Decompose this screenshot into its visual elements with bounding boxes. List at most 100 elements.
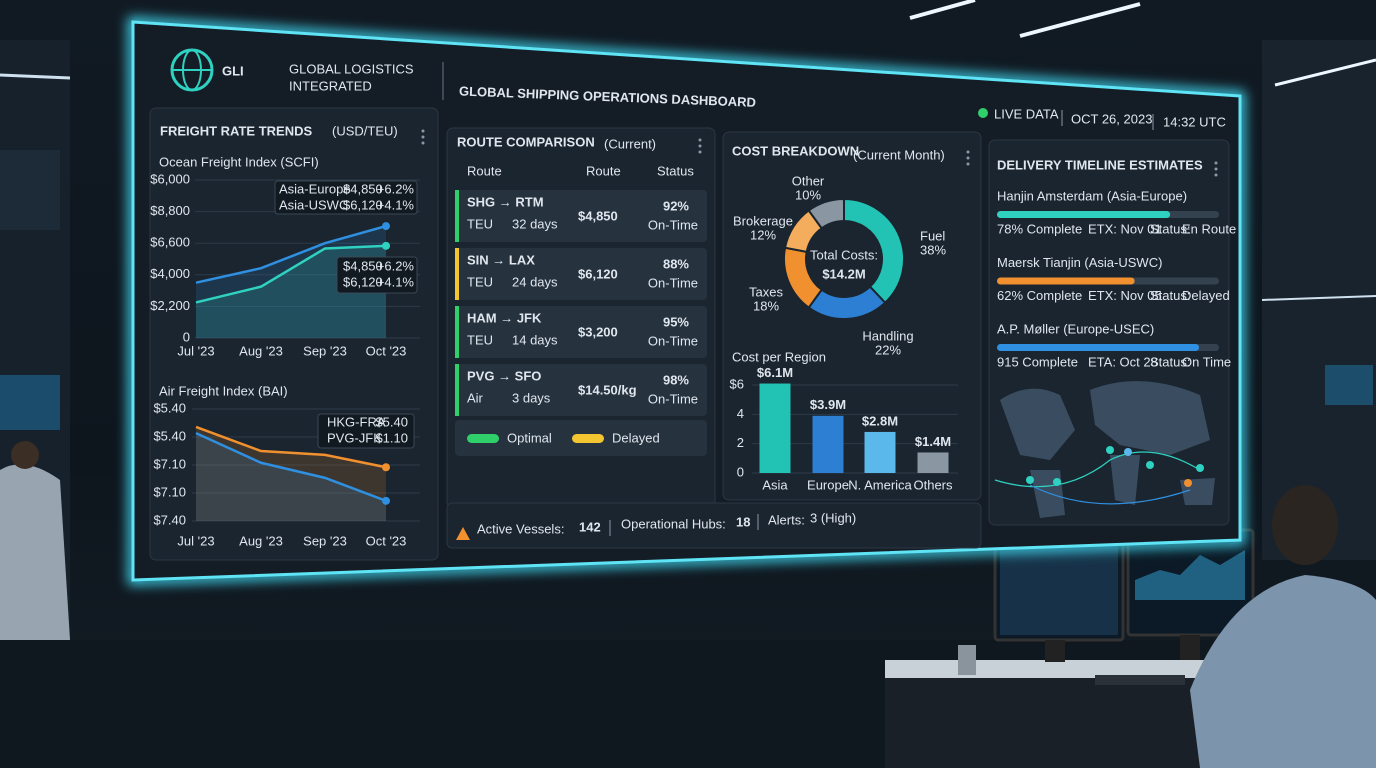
donut-label: Handling: [862, 328, 913, 343]
callout-price: $5.40: [375, 414, 408, 429]
chart-title: Ocean Freight Index (SCFI): [159, 154, 319, 169]
x-tick-label: Europe: [807, 477, 849, 492]
series-marker: [382, 222, 390, 231]
header-time: 14:32 UTC: [1163, 114, 1226, 129]
bar: [864, 431, 896, 473]
footer-label: Active Vessels:: [477, 521, 564, 536]
panel-title: ROUTE COMPARISON: [457, 134, 595, 149]
panel-subtitle: (Current Month): [853, 147, 945, 162]
column-header: Route: [586, 163, 621, 178]
series-marker: [382, 241, 390, 250]
series-line: [195, 224, 387, 284]
series-area: [196, 426, 386, 521]
shipment-name: Hanjin Amsterdam (Asia-Europe): [997, 188, 1187, 203]
callout-price: $6,120: [343, 274, 383, 289]
route-mode: TEU: [467, 274, 493, 289]
route-mode: TEU: [467, 332, 493, 347]
live-indicator: [978, 108, 988, 118]
route-on-time: 98%: [663, 372, 689, 387]
route-row-accent: [455, 306, 459, 358]
series-marker: [382, 496, 390, 505]
progress-bar: [997, 344, 1200, 351]
series-area: [196, 226, 386, 338]
donut-value-label: 18%: [753, 298, 779, 313]
bar-value-label: $3.9M: [810, 397, 846, 412]
y-tick-label: $5.40: [153, 428, 186, 443]
callout-name: Asia-USWC: [279, 197, 348, 212]
callout-box: [317, 413, 415, 449]
shipment-status: On Time: [1182, 354, 1231, 369]
bar-value-label: $6.1M: [757, 365, 793, 380]
y-tick-label: 2: [737, 435, 744, 450]
live-label: LIVE DATA: [994, 106, 1059, 121]
callout-change: +4.1%: [377, 274, 415, 289]
footer-label: Operational Hubs:: [621, 516, 726, 531]
panel-unit: (USD/TEU): [332, 123, 398, 138]
y-tick-label: $6,000: [150, 171, 190, 186]
callout-change: +6.2%: [377, 181, 415, 196]
legend-swatch: [572, 434, 604, 443]
series-marker: [382, 463, 390, 472]
x-tick-label: Aug '23: [239, 343, 283, 358]
route-days: 3 days: [512, 390, 551, 405]
route-price: $4,850: [578, 208, 618, 223]
y-tick-label: 4: [737, 406, 744, 421]
footer-value: 3 (High): [810, 510, 856, 525]
chart-title: Cost per Region: [732, 349, 826, 364]
bar: [812, 415, 844, 473]
route-mode: Air: [467, 390, 484, 405]
callout-price: $6,120: [343, 197, 383, 212]
route-on-time: 88%: [663, 256, 689, 271]
donut-center-label: Total Costs:: [810, 247, 878, 262]
y-tick-label: $2,200: [150, 298, 190, 313]
route-row: [455, 190, 707, 242]
legend-label: Optimal: [507, 430, 552, 445]
progress-label: 78% Complete: [997, 221, 1082, 236]
eta: ETX: Nov 01: [1088, 221, 1162, 236]
series-line: [195, 244, 387, 304]
donut-center-value: $14.2M: [822, 266, 865, 281]
panel-title: FREIGHT RATE TRENDS: [160, 123, 312, 138]
progress-bar: [997, 277, 1135, 285]
donut-label: Fuel: [920, 228, 945, 243]
footer-label: Alerts:: [768, 512, 805, 527]
y-tick-label: 0: [183, 329, 190, 344]
x-tick-label: Aug '23: [239, 533, 283, 548]
donut-slice: [807, 197, 845, 230]
x-tick-label: Sep '23: [303, 343, 347, 358]
callout-box: [336, 256, 418, 294]
route-on-time: 95%: [663, 314, 689, 329]
x-tick-label: Sep '23: [303, 533, 347, 548]
callout-change: +4.1%: [377, 197, 415, 212]
route-status: On-Time: [648, 391, 698, 406]
menu-dots: [421, 129, 1218, 177]
legend-label: Delayed: [612, 430, 660, 445]
eta: ETA: Oct 28: [1088, 354, 1158, 369]
series-line: [195, 431, 387, 503]
y-tick-label: $8,800: [150, 203, 190, 218]
donut-value-label: 10%: [795, 187, 821, 202]
callout-box: [274, 180, 418, 215]
callout-change: +6.2%: [377, 258, 415, 273]
y-tick-label: $6: [730, 376, 744, 391]
status-label: Status:: [1150, 221, 1190, 236]
y-tick-label: $4,000: [150, 266, 190, 281]
route-status: On-Time: [648, 333, 698, 348]
callout-price: $1.10: [375, 430, 408, 445]
donut-label: Taxes: [749, 284, 783, 299]
panel-title: COST BREAKDOWN: [732, 143, 859, 158]
callout-price: $4,850: [343, 181, 383, 196]
route-name: SHG → RTM: [467, 194, 544, 209]
shipment-status: Delayed: [1182, 288, 1230, 303]
x-tick-label: Jul '23: [177, 533, 214, 548]
bar: [917, 452, 949, 473]
bar: [759, 383, 791, 473]
y-tick-label: 0: [737, 464, 744, 479]
bar-value-label: $2.8M: [862, 413, 898, 428]
legend-swatch: [467, 434, 499, 443]
callout-price: $4,850: [343, 258, 383, 273]
